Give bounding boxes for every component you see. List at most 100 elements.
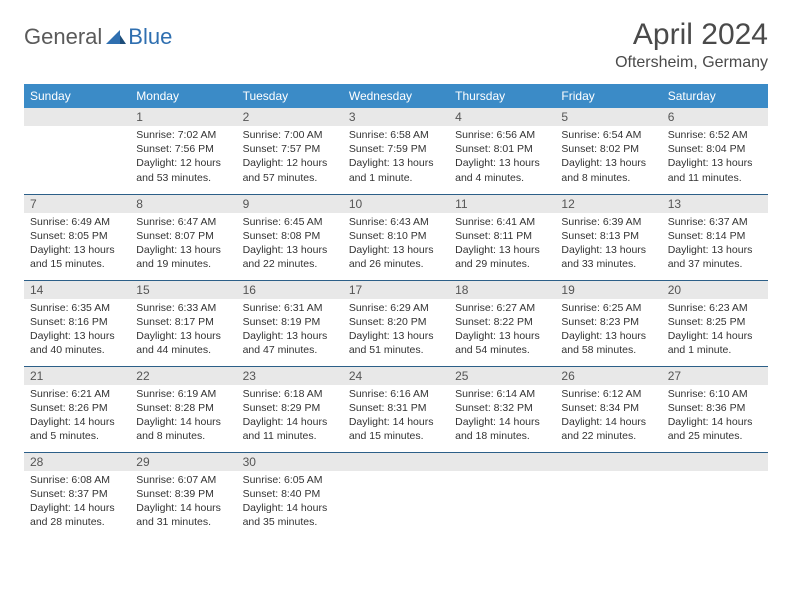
calendar-day-cell: 26Sunrise: 6:12 AMSunset: 8:34 PMDayligh…	[555, 366, 661, 452]
brand-word2: Blue	[128, 24, 172, 50]
day-number: 2	[237, 108, 343, 126]
day-number: 4	[449, 108, 555, 126]
day-number: 18	[449, 281, 555, 299]
weekday-header-row: SundayMondayTuesdayWednesdayThursdayFrid…	[24, 84, 768, 108]
sunset-line: Sunset: 8:39 PM	[136, 487, 230, 501]
sunrise-line: Sunrise: 6:23 AM	[668, 301, 762, 315]
calendar-day-cell: 19Sunrise: 6:25 AMSunset: 8:23 PMDayligh…	[555, 280, 661, 366]
daylight-line: Daylight: 14 hours and 25 minutes.	[668, 415, 762, 443]
sunset-line: Sunset: 8:10 PM	[349, 229, 443, 243]
sunrise-line: Sunrise: 6:49 AM	[30, 215, 124, 229]
weekday-header: Friday	[555, 84, 661, 108]
daylight-line: Daylight: 13 hours and 8 minutes.	[561, 156, 655, 184]
day-number	[343, 453, 449, 471]
calendar-day-cell: 12Sunrise: 6:39 AMSunset: 8:13 PMDayligh…	[555, 194, 661, 280]
weekday-header: Saturday	[662, 84, 768, 108]
sunset-line: Sunset: 8:17 PM	[136, 315, 230, 329]
calendar-day-cell: 15Sunrise: 6:33 AMSunset: 8:17 PMDayligh…	[130, 280, 236, 366]
daylight-line: Daylight: 13 hours and 11 minutes.	[668, 156, 762, 184]
calendar-day-cell: 7Sunrise: 6:49 AMSunset: 8:05 PMDaylight…	[24, 194, 130, 280]
sunrise-line: Sunrise: 6:31 AM	[243, 301, 337, 315]
day-details: Sunrise: 6:52 AMSunset: 8:04 PMDaylight:…	[662, 126, 768, 189]
sunrise-line: Sunrise: 6:35 AM	[30, 301, 124, 315]
calendar-day-cell: 20Sunrise: 6:23 AMSunset: 8:25 PMDayligh…	[662, 280, 768, 366]
sunset-line: Sunset: 8:02 PM	[561, 142, 655, 156]
day-details: Sunrise: 6:33 AMSunset: 8:17 PMDaylight:…	[130, 299, 236, 362]
daylight-line: Daylight: 13 hours and 4 minutes.	[455, 156, 549, 184]
sunrise-line: Sunrise: 6:56 AM	[455, 128, 549, 142]
sunset-line: Sunset: 8:05 PM	[30, 229, 124, 243]
sunset-line: Sunset: 8:26 PM	[30, 401, 124, 415]
calendar-day-cell: 18Sunrise: 6:27 AMSunset: 8:22 PMDayligh…	[449, 280, 555, 366]
day-number: 16	[237, 281, 343, 299]
day-details: Sunrise: 6:41 AMSunset: 8:11 PMDaylight:…	[449, 213, 555, 276]
calendar-day-cell: 1Sunrise: 7:02 AMSunset: 7:56 PMDaylight…	[130, 108, 236, 194]
sunrise-line: Sunrise: 6:14 AM	[455, 387, 549, 401]
daylight-line: Daylight: 13 hours and 54 minutes.	[455, 329, 549, 357]
day-details: Sunrise: 6:47 AMSunset: 8:07 PMDaylight:…	[130, 213, 236, 276]
day-details: Sunrise: 6:31 AMSunset: 8:19 PMDaylight:…	[237, 299, 343, 362]
sunrise-line: Sunrise: 6:58 AM	[349, 128, 443, 142]
sunrise-line: Sunrise: 6:12 AM	[561, 387, 655, 401]
day-details: Sunrise: 6:49 AMSunset: 8:05 PMDaylight:…	[24, 213, 130, 276]
brand-word1: General	[24, 24, 102, 50]
calendar-day-cell: 8Sunrise: 6:47 AMSunset: 8:07 PMDaylight…	[130, 194, 236, 280]
daylight-line: Daylight: 14 hours and 11 minutes.	[243, 415, 337, 443]
day-details: Sunrise: 6:37 AMSunset: 8:14 PMDaylight:…	[662, 213, 768, 276]
daylight-line: Daylight: 14 hours and 15 minutes.	[349, 415, 443, 443]
calendar-week-row: 21Sunrise: 6:21 AMSunset: 8:26 PMDayligh…	[24, 366, 768, 452]
sunset-line: Sunset: 7:57 PM	[243, 142, 337, 156]
day-details: Sunrise: 6:12 AMSunset: 8:34 PMDaylight:…	[555, 385, 661, 448]
calendar-day-cell: 24Sunrise: 6:16 AMSunset: 8:31 PMDayligh…	[343, 366, 449, 452]
sunrise-line: Sunrise: 6:47 AM	[136, 215, 230, 229]
daylight-line: Daylight: 13 hours and 26 minutes.	[349, 243, 443, 271]
day-details: Sunrise: 6:05 AMSunset: 8:40 PMDaylight:…	[237, 471, 343, 534]
calendar-week-row: 7Sunrise: 6:49 AMSunset: 8:05 PMDaylight…	[24, 194, 768, 280]
day-details: Sunrise: 6:54 AMSunset: 8:02 PMDaylight:…	[555, 126, 661, 189]
daylight-line: Daylight: 13 hours and 47 minutes.	[243, 329, 337, 357]
calendar-day-cell	[662, 452, 768, 538]
calendar-day-cell: 11Sunrise: 6:41 AMSunset: 8:11 PMDayligh…	[449, 194, 555, 280]
brand-logo: General Blue	[24, 18, 172, 50]
calendar-day-cell: 13Sunrise: 6:37 AMSunset: 8:14 PMDayligh…	[662, 194, 768, 280]
sunset-line: Sunset: 7:56 PM	[136, 142, 230, 156]
calendar-day-cell: 10Sunrise: 6:43 AMSunset: 8:10 PMDayligh…	[343, 194, 449, 280]
sunset-line: Sunset: 8:29 PM	[243, 401, 337, 415]
day-details: Sunrise: 6:18 AMSunset: 8:29 PMDaylight:…	[237, 385, 343, 448]
daylight-line: Daylight: 13 hours and 51 minutes.	[349, 329, 443, 357]
day-number: 29	[130, 453, 236, 471]
sunset-line: Sunset: 8:37 PM	[30, 487, 124, 501]
calendar-day-cell: 27Sunrise: 6:10 AMSunset: 8:36 PMDayligh…	[662, 366, 768, 452]
daylight-line: Daylight: 13 hours and 58 minutes.	[561, 329, 655, 357]
sunset-line: Sunset: 7:59 PM	[349, 142, 443, 156]
calendar-day-cell: 28Sunrise: 6:08 AMSunset: 8:37 PMDayligh…	[24, 452, 130, 538]
sunrise-line: Sunrise: 6:29 AM	[349, 301, 443, 315]
day-number: 28	[24, 453, 130, 471]
day-details: Sunrise: 7:00 AMSunset: 7:57 PMDaylight:…	[237, 126, 343, 189]
daylight-line: Daylight: 14 hours and 8 minutes.	[136, 415, 230, 443]
calendar-day-cell: 14Sunrise: 6:35 AMSunset: 8:16 PMDayligh…	[24, 280, 130, 366]
weekday-header: Monday	[130, 84, 236, 108]
day-details: Sunrise: 6:25 AMSunset: 8:23 PMDaylight:…	[555, 299, 661, 362]
daylight-line: Daylight: 14 hours and 1 minute.	[668, 329, 762, 357]
day-details: Sunrise: 6:14 AMSunset: 8:32 PMDaylight:…	[449, 385, 555, 448]
weekday-header: Wednesday	[343, 84, 449, 108]
day-number: 24	[343, 367, 449, 385]
calendar-day-cell: 23Sunrise: 6:18 AMSunset: 8:29 PMDayligh…	[237, 366, 343, 452]
day-details: Sunrise: 6:19 AMSunset: 8:28 PMDaylight:…	[130, 385, 236, 448]
sunset-line: Sunset: 8:31 PM	[349, 401, 443, 415]
day-details: Sunrise: 6:27 AMSunset: 8:22 PMDaylight:…	[449, 299, 555, 362]
daylight-line: Daylight: 14 hours and 5 minutes.	[30, 415, 124, 443]
calendar-day-cell: 9Sunrise: 6:45 AMSunset: 8:08 PMDaylight…	[237, 194, 343, 280]
sunrise-line: Sunrise: 6:54 AM	[561, 128, 655, 142]
calendar-day-cell: 16Sunrise: 6:31 AMSunset: 8:19 PMDayligh…	[237, 280, 343, 366]
sunset-line: Sunset: 8:20 PM	[349, 315, 443, 329]
day-details: Sunrise: 7:02 AMSunset: 7:56 PMDaylight:…	[130, 126, 236, 189]
calendar-day-cell: 21Sunrise: 6:21 AMSunset: 8:26 PMDayligh…	[24, 366, 130, 452]
daylight-line: Daylight: 13 hours and 37 minutes.	[668, 243, 762, 271]
daylight-line: Daylight: 13 hours and 22 minutes.	[243, 243, 337, 271]
day-number: 12	[555, 195, 661, 213]
daylight-line: Daylight: 13 hours and 33 minutes.	[561, 243, 655, 271]
daylight-line: Daylight: 13 hours and 40 minutes.	[30, 329, 124, 357]
day-number: 3	[343, 108, 449, 126]
